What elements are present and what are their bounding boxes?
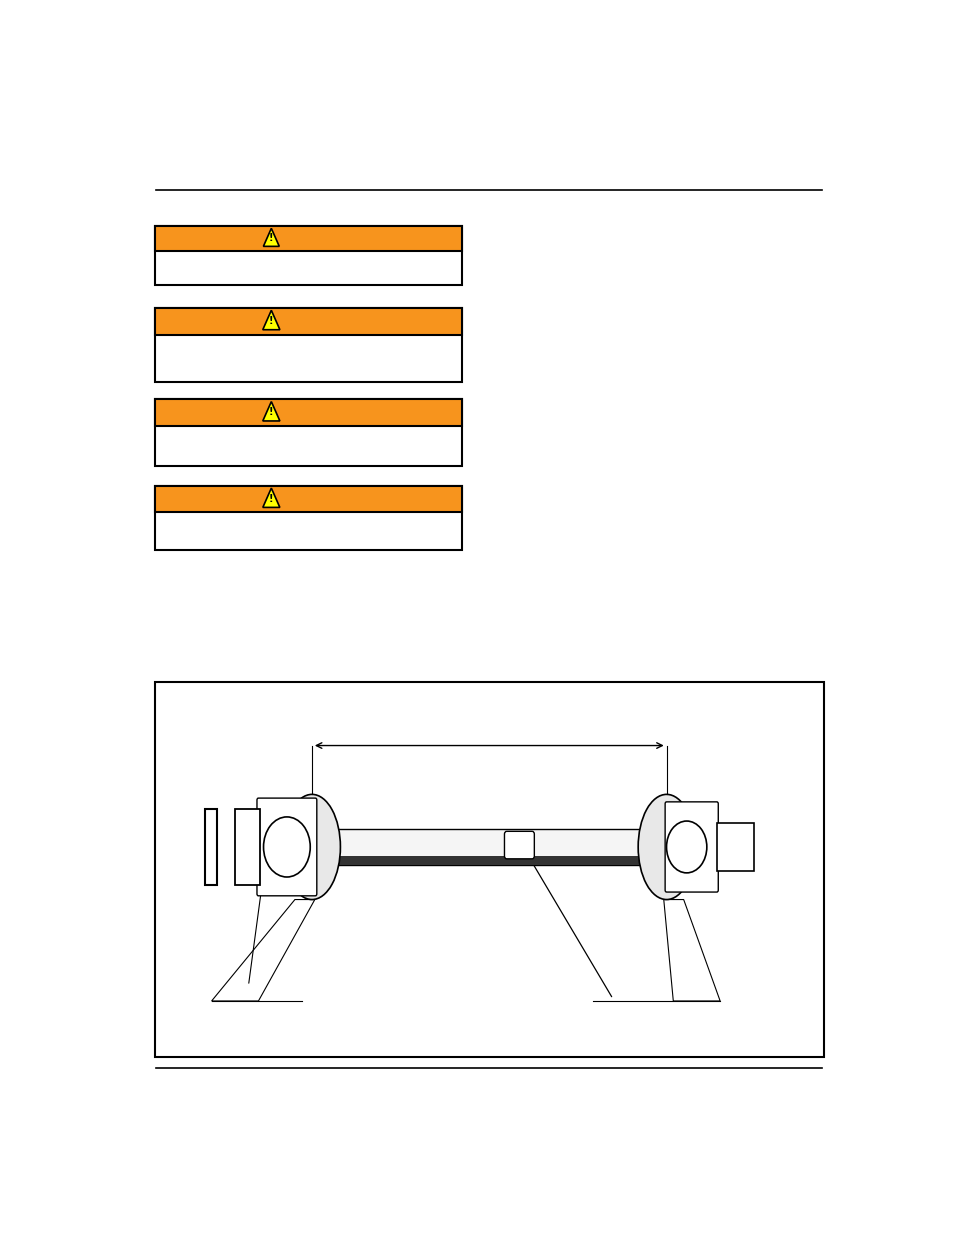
Bar [716,823,753,872]
Ellipse shape [638,794,695,899]
Text: !: ! [269,494,274,504]
Text: !: ! [269,408,274,417]
Circle shape [263,816,310,877]
Bar [154,308,461,335]
Bar [154,226,461,251]
Polygon shape [262,310,279,330]
Ellipse shape [283,794,340,899]
Bar [312,829,666,864]
FancyBboxPatch shape [664,802,718,892]
Bar [154,682,823,1057]
Polygon shape [212,899,314,1000]
Bar [154,399,461,426]
Bar [154,226,461,285]
Bar [205,809,216,884]
Polygon shape [262,401,279,421]
FancyBboxPatch shape [504,831,534,858]
Bar [312,856,666,864]
Polygon shape [263,228,279,246]
Bar [154,485,461,513]
Polygon shape [263,488,279,508]
Text: !: ! [269,316,274,326]
Bar [234,809,260,884]
FancyBboxPatch shape [256,798,316,895]
Bar [154,308,461,382]
Bar [154,399,461,466]
Polygon shape [663,899,720,1000]
Bar [154,485,461,551]
Text: !: ! [269,233,274,243]
Circle shape [666,821,706,873]
